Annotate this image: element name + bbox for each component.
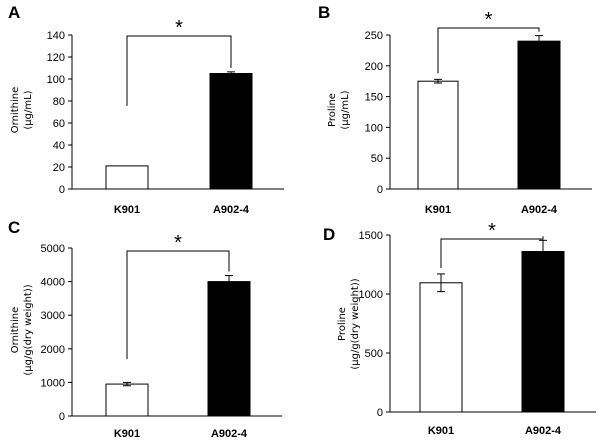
bar-a902-4 (209, 73, 253, 190)
significance-star: * (175, 17, 183, 39)
category-label: A902-4 (213, 204, 250, 216)
category-label: K901 (114, 204, 140, 216)
y-tick-label: 200 (365, 61, 383, 73)
panel-letter: A (8, 3, 20, 22)
y-tick-label: 2000 (41, 344, 65, 356)
bar-a902-4 (517, 40, 561, 190)
category-label: A902-4 (211, 428, 248, 440)
y-axis-label: (μg/mL) (340, 90, 351, 129)
bar-k901 (419, 282, 463, 413)
y-axis-label: Proline (327, 93, 338, 127)
panel-letter: C (8, 218, 20, 237)
category-label: K901 (425, 204, 451, 216)
y-tick-label: 0 (59, 184, 65, 196)
category-label: A902-4 (521, 204, 558, 216)
panel-a: A 0 20 40 60 80 100 120 140 Ornithine (μg/mL) K901 A… (8, 3, 284, 216)
y-axis-label: (μg/mL) (23, 90, 34, 129)
y-tick-label: 3000 (41, 310, 65, 322)
y-tick-label: 120 (47, 52, 65, 64)
y-tick-label: 140 (47, 30, 65, 42)
panel-letter: B (318, 3, 330, 22)
y-axis-label: (μg/g(dry weight)) (350, 278, 361, 369)
y-tick-label: 100 (47, 74, 65, 86)
y-axis-label: (μg/g(dry weight)) (23, 284, 34, 375)
y-tick-label: 60 (53, 118, 65, 130)
y-tick-label: 20 (53, 162, 65, 174)
y-tick-label: 1500 (359, 230, 383, 242)
y-tick-label: 0 (377, 184, 383, 196)
y-tick-label: 4000 (41, 277, 65, 289)
panel-b: B 0 50 100 150 200 250 Proline (μg/mL) K901 A902-4… (318, 3, 592, 216)
bar-k901 (105, 165, 149, 190)
bar-k901 (417, 80, 459, 190)
significance-bracket (437, 27, 540, 74)
y-tick-label: 150 (365, 92, 383, 104)
y-tick-label: 0 (59, 411, 65, 423)
y-tick-label: 1000 (41, 377, 65, 389)
y-tick-label: 250 (365, 30, 383, 42)
y-tick-label: 100 (365, 122, 383, 134)
y-tick-label: 1000 (359, 289, 383, 301)
significance-bracket (126, 35, 232, 106)
panel-d: D 0 500 1000 1500 Proline (μg/g(dry weight)) K9… (323, 220, 596, 437)
significance-bracket (126, 250, 230, 360)
y-tick-label: 50 (371, 153, 383, 165)
panel-letter: D (323, 225, 335, 244)
y-tick-label: 80 (53, 96, 65, 108)
category-label: K901 (428, 425, 454, 437)
y-tick-label: 40 (53, 140, 65, 152)
bar-a902-4 (207, 281, 251, 417)
category-label: K901 (114, 428, 140, 440)
bar-k901 (105, 383, 149, 417)
y-tick-label: 5000 (41, 243, 65, 255)
bar-a902-4 (521, 251, 565, 413)
panel-c: C 0 1000 2000 3000 4000 5000 Ornithine (μg/g(dry… (8, 218, 282, 440)
y-axis-label: Ornithine (10, 307, 21, 353)
significance-bracket (440, 236, 544, 268)
category-label: A902-4 (525, 425, 562, 437)
y-tick-label: 500 (365, 348, 383, 360)
significance-star: * (485, 9, 493, 31)
y-axis-label: Ornithine (10, 87, 21, 133)
significance-star: * (174, 232, 182, 254)
y-axis-label: Proline (337, 307, 348, 341)
significance-star: * (488, 220, 496, 242)
y-tick-label: 0 (377, 407, 383, 419)
